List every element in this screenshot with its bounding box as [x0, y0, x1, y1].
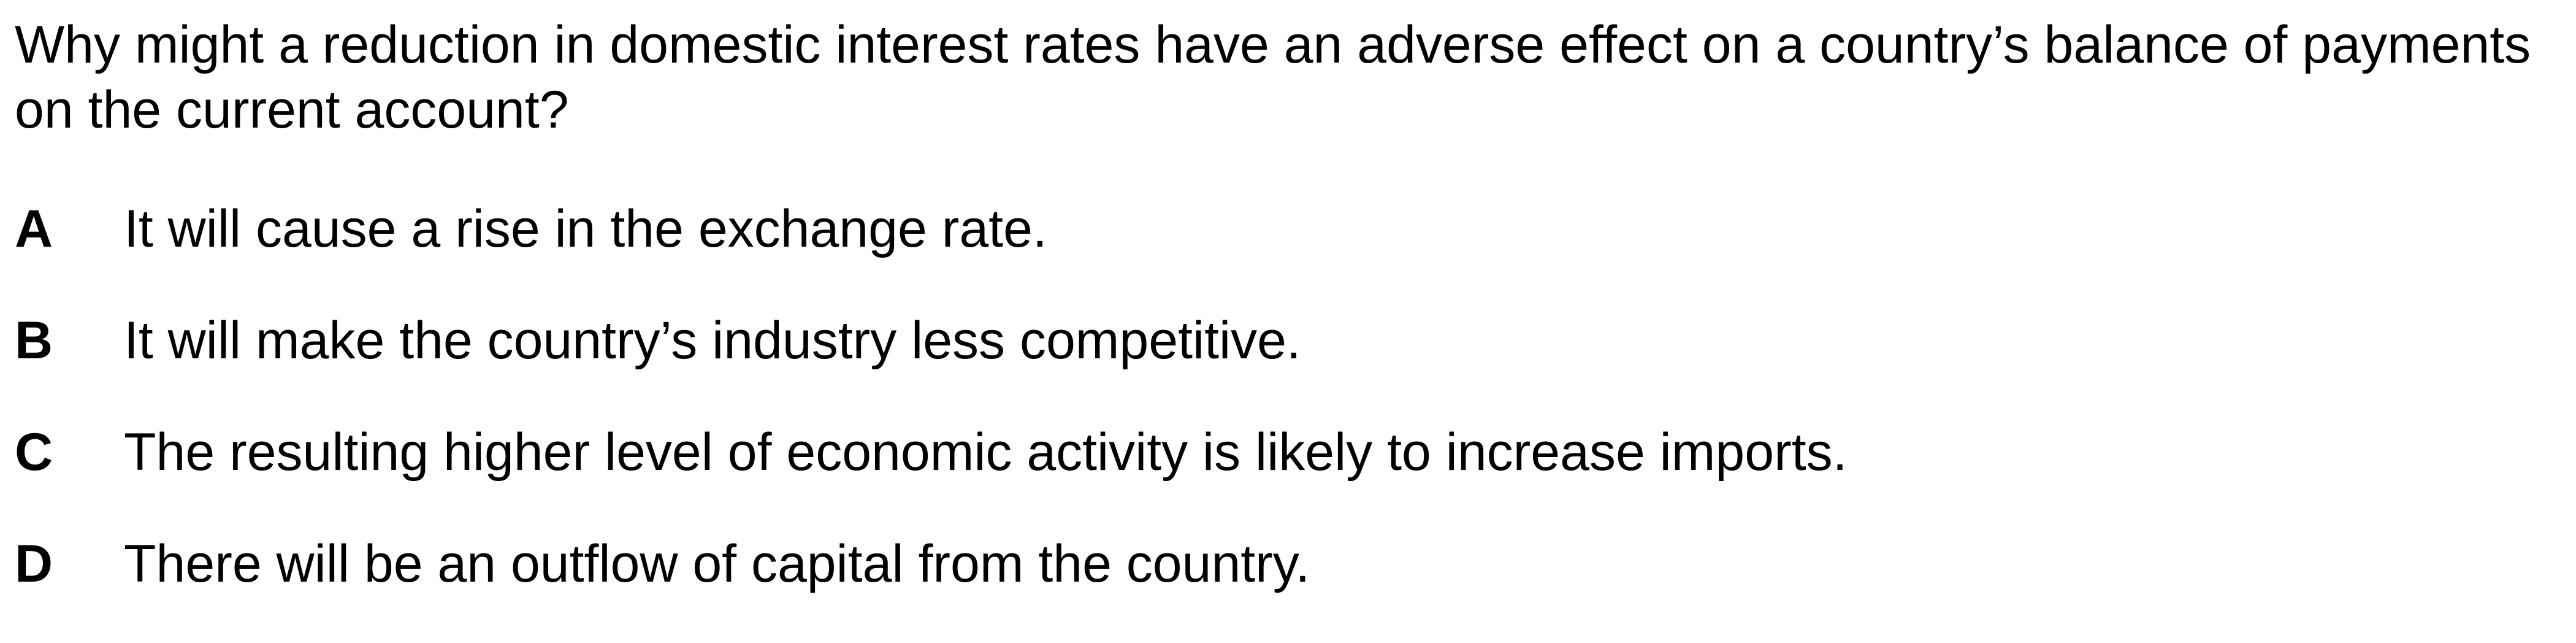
question-text: Why might a reduction in domestic intere… [15, 15, 2531, 139]
option-letter: C [15, 423, 53, 482]
answer-options: A It will cause a rise in the exchange r… [15, 196, 1848, 643]
option-text: It will cause a rise in the exchange rat… [124, 199, 1047, 258]
option-text: The resulting higher level of economic a… [124, 423, 1848, 482]
option-letter: A [15, 199, 53, 258]
option-text: It will make the country’s industry less… [124, 311, 1301, 370]
option-b: B It will make the country’s industry le… [15, 308, 1848, 420]
question-page: { "question": { "text": "Why might a red… [15, 15, 2531, 593]
option-a: A It will cause a rise in the exchange r… [15, 196, 1848, 308]
option-c: C The resulting higher level of economic… [15, 420, 1848, 531]
option-letter: B [15, 311, 53, 370]
option-d: D There will be an outflow of capital fr… [15, 531, 1848, 643]
option-letter: D [15, 534, 53, 593]
option-text: There will be an outflow of capital from… [124, 534, 1310, 593]
